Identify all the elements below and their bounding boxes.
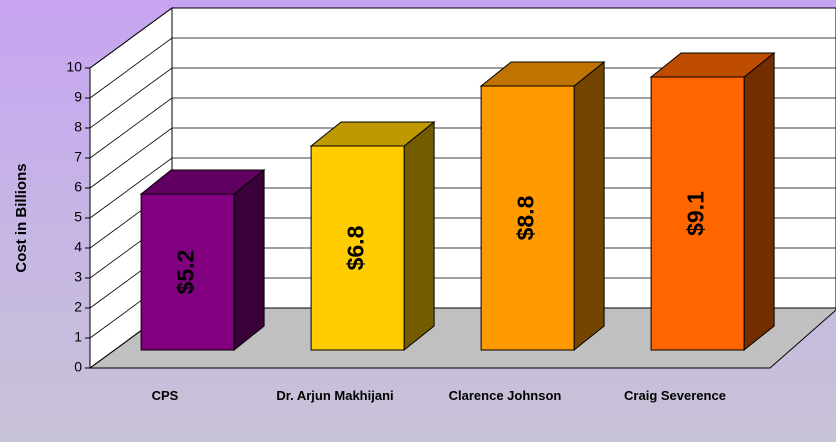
- y-tick-label: 5: [74, 209, 82, 225]
- y-tick-label: 1: [74, 329, 82, 345]
- y-tick-label: 9: [74, 89, 82, 105]
- y-tick-label: 10: [66, 59, 82, 75]
- grid-line: [89, 37, 836, 99]
- x-tick-label: Dr. Arjun Makhijani: [276, 388, 394, 403]
- bar: [479, 60, 606, 352]
- grid-line: [89, 67, 836, 129]
- x-tick-label: Clarence Johnson: [448, 388, 562, 403]
- y-tick-label: 4: [74, 239, 82, 255]
- bar-face: [310, 145, 405, 351]
- y-tick-label: 2: [74, 299, 82, 315]
- y-tick-label: 8: [74, 119, 82, 135]
- x-tick-label: CPS: [151, 388, 179, 403]
- value-label: $9.1: [683, 191, 709, 236]
- value-label: $8.8: [513, 195, 539, 240]
- grid-line: [89, 157, 836, 219]
- y-tick-label: 6: [74, 179, 82, 195]
- y-tick-label: 7: [74, 149, 82, 165]
- bar: [649, 51, 776, 352]
- bar-face: [480, 85, 575, 351]
- bar-face: [140, 193, 235, 351]
- bar-face: [233, 168, 265, 352]
- bar-face: [650, 76, 745, 351]
- grid-line: [89, 97, 836, 159]
- grid-line: [89, 7, 836, 69]
- bar-face: [573, 60, 605, 352]
- y-axis-title: Cost in Billions: [13, 163, 30, 272]
- bar: [309, 120, 436, 352]
- bar-face: [403, 120, 435, 352]
- grid-line: [89, 127, 836, 189]
- value-label: $5.2: [173, 250, 199, 295]
- bar: [139, 168, 266, 352]
- value-label: $6.8: [343, 225, 369, 270]
- x-tick-label: Craig Severence: [624, 388, 726, 403]
- y-tick-label: 3: [74, 269, 82, 285]
- bar-face: [743, 51, 775, 352]
- y-tick-label: 0: [74, 359, 82, 375]
